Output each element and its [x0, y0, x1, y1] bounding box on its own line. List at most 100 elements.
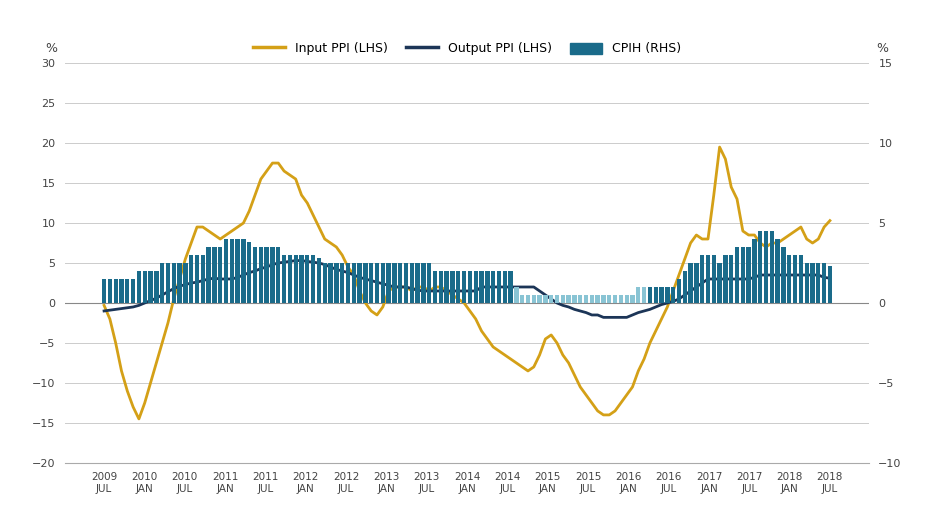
Bar — [491, 271, 495, 303]
Bar — [276, 247, 280, 303]
Bar — [143, 271, 147, 303]
Bar — [544, 295, 547, 303]
Bar — [700, 255, 704, 303]
Bar — [828, 266, 832, 303]
Bar — [729, 255, 733, 303]
Bar — [520, 295, 524, 303]
Bar — [120, 279, 123, 303]
Bar — [741, 247, 745, 303]
Bar — [485, 271, 489, 303]
Bar — [618, 295, 623, 303]
Bar — [189, 255, 193, 303]
Bar — [613, 295, 617, 303]
Bar — [665, 287, 670, 303]
Bar — [392, 263, 397, 303]
Bar — [694, 263, 699, 303]
Bar — [735, 247, 739, 303]
Bar — [566, 295, 571, 303]
Bar — [799, 255, 803, 303]
Bar — [381, 263, 385, 303]
Bar — [601, 295, 605, 303]
Bar — [445, 271, 449, 303]
Bar — [416, 263, 419, 303]
Bar — [351, 263, 356, 303]
Bar — [648, 287, 652, 303]
Bar — [288, 255, 292, 303]
Bar — [264, 247, 269, 303]
Bar — [531, 295, 536, 303]
Bar — [410, 263, 414, 303]
Bar — [369, 263, 374, 303]
Bar — [468, 271, 472, 303]
Bar — [340, 263, 345, 303]
Bar — [752, 239, 757, 303]
Text: %: % — [877, 42, 888, 55]
Bar — [235, 239, 240, 303]
Bar — [322, 263, 327, 303]
Bar — [248, 242, 251, 303]
Bar — [654, 287, 658, 303]
Bar — [403, 263, 408, 303]
Bar — [427, 263, 432, 303]
Bar — [387, 263, 390, 303]
Bar — [282, 255, 286, 303]
Bar — [636, 287, 641, 303]
Bar — [479, 271, 484, 303]
Bar — [450, 271, 455, 303]
Bar — [206, 247, 211, 303]
Bar — [183, 263, 188, 303]
Bar — [607, 295, 612, 303]
Bar — [642, 287, 646, 303]
Bar — [375, 263, 379, 303]
Bar — [154, 271, 159, 303]
Bar — [764, 231, 769, 303]
Legend: Input PPI (LHS), Output PPI (LHS), CPIH (RHS): Input PPI (LHS), Output PPI (LHS), CPIH … — [248, 37, 686, 60]
Bar — [241, 239, 246, 303]
Bar — [270, 247, 275, 303]
Bar — [502, 271, 507, 303]
Bar — [462, 271, 466, 303]
Bar — [515, 287, 518, 303]
Bar — [224, 239, 228, 303]
Bar — [114, 279, 118, 303]
Bar — [712, 255, 716, 303]
Bar — [723, 255, 728, 303]
Bar — [172, 263, 176, 303]
Bar — [683, 271, 686, 303]
Bar — [508, 271, 513, 303]
Bar — [334, 263, 338, 303]
Bar — [456, 271, 460, 303]
Bar — [125, 279, 130, 303]
Bar — [804, 263, 809, 303]
Bar — [253, 247, 257, 303]
Bar — [177, 263, 182, 303]
Bar — [329, 263, 333, 303]
Bar — [787, 255, 791, 303]
Bar — [625, 295, 629, 303]
Bar — [688, 263, 693, 303]
Bar — [398, 263, 403, 303]
Bar — [560, 295, 565, 303]
Bar — [102, 279, 106, 303]
Bar — [584, 295, 588, 303]
Bar — [305, 255, 309, 303]
Bar — [526, 295, 531, 303]
Bar — [346, 263, 350, 303]
Bar — [770, 231, 774, 303]
Bar — [717, 263, 722, 303]
Bar — [421, 263, 426, 303]
Bar — [793, 255, 798, 303]
Bar — [317, 258, 321, 303]
Bar — [746, 247, 751, 303]
Bar — [259, 247, 263, 303]
Bar — [578, 295, 583, 303]
Bar — [677, 279, 681, 303]
Bar — [195, 255, 199, 303]
Bar — [131, 279, 135, 303]
Bar — [822, 263, 827, 303]
Bar — [474, 271, 478, 303]
Bar — [555, 295, 559, 303]
Bar — [230, 239, 234, 303]
Bar — [107, 279, 112, 303]
Bar — [160, 263, 164, 303]
